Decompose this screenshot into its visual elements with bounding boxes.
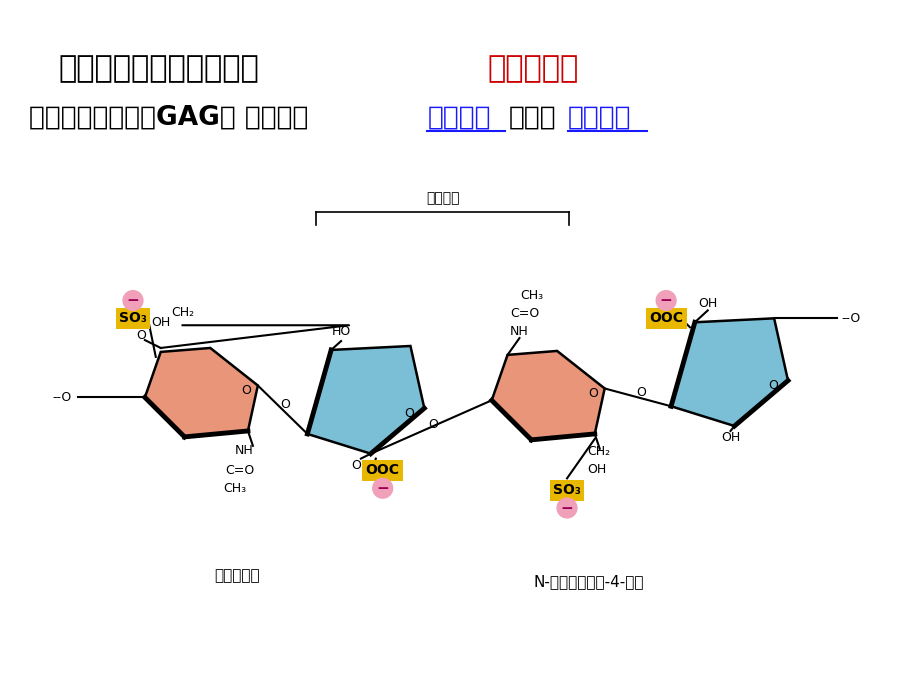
Text: 重复二糖: 重复二糖 — [425, 192, 459, 206]
Text: 直链多糖: 直链多糖 — [567, 105, 630, 131]
Text: OH: OH — [151, 316, 170, 328]
Text: C=O: C=O — [225, 464, 255, 477]
Text: −: − — [376, 481, 389, 495]
Text: CH₂: CH₂ — [586, 445, 609, 458]
Text: SO₃: SO₃ — [119, 311, 147, 325]
Text: NH: NH — [509, 325, 528, 337]
Circle shape — [655, 290, 675, 310]
Text: O: O — [136, 328, 146, 342]
Text: N-乙酰半乳糖胺-4-硫酸: N-乙酰半乳糖胺-4-硫酸 — [533, 575, 643, 589]
Text: O: O — [241, 384, 251, 397]
Text: （一）氨基聚糖（GAG） 由重复的: （一）氨基聚糖（GAG） 由重复的 — [28, 105, 308, 131]
Text: −: − — [659, 293, 672, 308]
Text: CH₃: CH₃ — [223, 482, 246, 495]
Text: --O: --O — [841, 312, 860, 325]
Text: C=O: C=O — [509, 307, 539, 320]
Text: 一、氨基聚糖与蛋白聚糖: 一、氨基聚糖与蛋白聚糖 — [59, 54, 259, 83]
Text: −: − — [127, 293, 139, 308]
Polygon shape — [491, 351, 604, 440]
Text: OH: OH — [720, 431, 740, 444]
Text: O: O — [587, 387, 597, 400]
Polygon shape — [307, 346, 424, 453]
Text: CH₂: CH₂ — [171, 306, 194, 319]
Text: NH: NH — [234, 444, 253, 457]
Text: 二糖单位: 二糖单位 — [426, 105, 490, 131]
Text: （强负电）: （强负电） — [487, 54, 578, 83]
Text: O: O — [635, 386, 645, 399]
Text: O: O — [767, 379, 777, 392]
Text: O: O — [428, 417, 437, 431]
Text: 艾杜糖醛酸: 艾杜糖醛酸 — [214, 568, 259, 582]
Text: OH: OH — [698, 297, 717, 310]
Polygon shape — [670, 318, 788, 426]
Text: CH₃: CH₃ — [519, 289, 542, 302]
Text: OOC: OOC — [649, 311, 683, 325]
Text: HO: HO — [331, 325, 350, 337]
Circle shape — [557, 498, 576, 518]
Text: OH: OH — [351, 459, 370, 472]
Text: O: O — [404, 406, 414, 420]
Circle shape — [123, 290, 142, 310]
Text: OH: OH — [586, 463, 606, 476]
Text: --O: --O — [52, 391, 72, 404]
Text: 构成的: 构成的 — [508, 105, 556, 131]
Text: OOC: OOC — [366, 464, 399, 477]
Text: O: O — [280, 398, 290, 411]
Text: −: − — [560, 500, 573, 515]
Circle shape — [372, 478, 392, 498]
Polygon shape — [144, 348, 257, 437]
Text: SO₃: SO₃ — [552, 483, 580, 497]
